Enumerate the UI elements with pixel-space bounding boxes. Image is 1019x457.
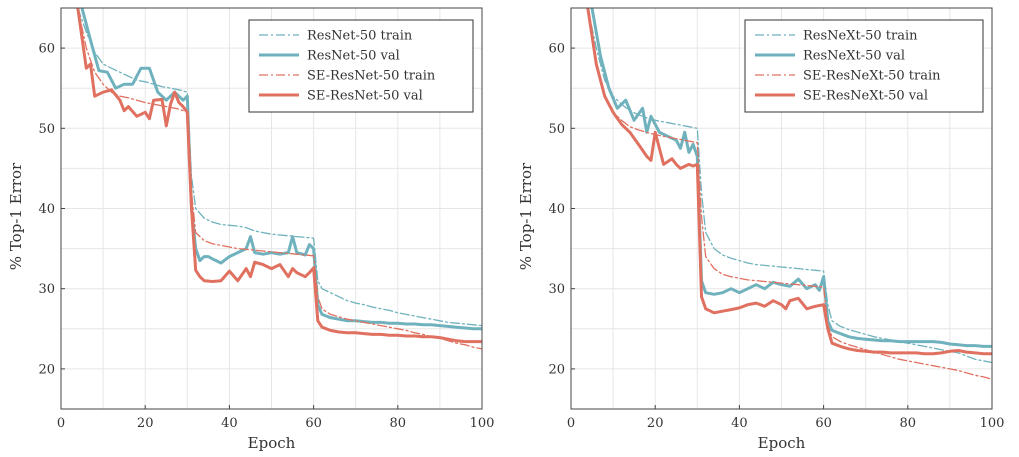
series-line-4 bbox=[76, 8, 482, 344]
legend-label: ResNeXt-50 val bbox=[803, 49, 905, 64]
series-line-2 bbox=[590, 8, 992, 348]
x-tick-label: 60 bbox=[305, 416, 322, 431]
x-tick-label: 40 bbox=[221, 416, 238, 431]
series-line-3 bbox=[77, 8, 482, 350]
y-tick-label: 30 bbox=[548, 282, 565, 297]
y-axis-title: % Top-1 Error bbox=[7, 162, 25, 270]
y-tick-label: 20 bbox=[548, 362, 565, 377]
x-tick-label: 20 bbox=[137, 416, 154, 431]
legend-label: SE-ResNeXt-50 val bbox=[803, 89, 928, 104]
x-tick-label: 40 bbox=[731, 416, 748, 431]
x-tick-label: 0 bbox=[57, 416, 65, 431]
right-chart-panel: 0 20 40 60 80 100 20 30 40 50 60 Epoch % Top-1 Error… bbox=[517, 7, 1005, 452]
series-line-1 bbox=[77, 8, 482, 327]
left-chart-panel: 0 20 40 60 80 100 20 30 40 50 60 Epoch % Top-1 Error… bbox=[7, 7, 495, 452]
series-group bbox=[76, 8, 482, 350]
y-tick-label: 40 bbox=[38, 202, 55, 217]
legend-label: ResNet-50 train bbox=[307, 29, 413, 44]
x-tick-label: 60 bbox=[815, 416, 832, 431]
x-tick-label: 80 bbox=[390, 416, 407, 431]
x-tick-label: 20 bbox=[647, 416, 664, 431]
legend-label: SE-ResNet-50 val bbox=[307, 89, 423, 104]
x-tick-label: 0 bbox=[567, 416, 575, 431]
y-tick-label: 40 bbox=[548, 202, 565, 217]
x-tick-label: 80 bbox=[900, 416, 917, 431]
x-axis-title: Epoch bbox=[248, 434, 296, 452]
y-axis-title: % Top-1 Error bbox=[517, 162, 535, 270]
series-line-2 bbox=[80, 8, 482, 331]
series-line-3 bbox=[587, 8, 992, 380]
y-tick-label: 20 bbox=[38, 362, 55, 377]
legend: ResNet-50 train ResNet-50 val SE-ResNet-50… bbox=[248, 19, 474, 113]
legend-label: ResNeXt-50 train bbox=[803, 29, 918, 44]
legend-label: ResNet-50 val bbox=[307, 49, 400, 64]
legend-label: SE-ResNeXt-50 train bbox=[803, 69, 941, 84]
y-tick-label: 50 bbox=[38, 122, 55, 137]
legend-label: SE-ResNet-50 train bbox=[307, 69, 436, 84]
x-axis-title: Epoch bbox=[758, 434, 806, 452]
series-line-1 bbox=[587, 8, 992, 364]
legend: ResNeXt-50 train ResNeXt-50 val SE-ResNeXt… bbox=[744, 19, 984, 113]
series-line-4 bbox=[586, 8, 992, 356]
y-tick-label: 60 bbox=[548, 42, 565, 57]
y-tick-label: 30 bbox=[38, 282, 55, 297]
series-group bbox=[586, 8, 992, 380]
y-tick-label: 50 bbox=[548, 122, 565, 137]
legend-box bbox=[248, 19, 474, 113]
x-tick-label: 100 bbox=[980, 416, 1005, 431]
y-tick-label: 60 bbox=[38, 42, 55, 57]
x-tick-label: 100 bbox=[470, 416, 495, 431]
